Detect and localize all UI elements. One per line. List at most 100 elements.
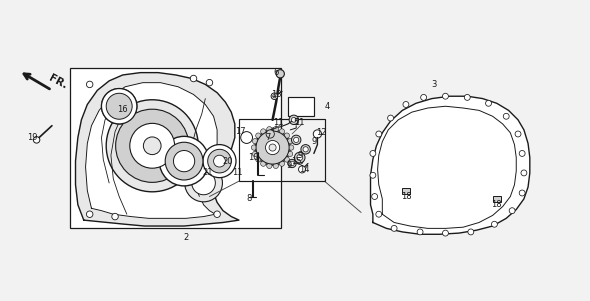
Circle shape (255, 133, 261, 138)
Text: 20: 20 (222, 157, 232, 166)
Text: 5: 5 (294, 118, 299, 127)
Circle shape (388, 115, 394, 121)
Circle shape (190, 75, 196, 82)
Circle shape (313, 130, 322, 138)
Circle shape (86, 81, 93, 88)
Circle shape (267, 163, 272, 169)
Text: 14: 14 (299, 165, 309, 174)
Circle shape (279, 129, 284, 134)
Circle shape (519, 150, 525, 157)
Text: 8: 8 (246, 194, 252, 203)
Circle shape (241, 132, 253, 143)
Circle shape (421, 95, 427, 100)
Circle shape (256, 131, 289, 164)
Circle shape (289, 115, 299, 125)
Circle shape (159, 136, 209, 186)
Circle shape (33, 137, 40, 143)
Circle shape (491, 221, 497, 227)
Text: 9: 9 (297, 151, 302, 160)
Circle shape (273, 163, 278, 169)
Circle shape (391, 225, 397, 231)
Circle shape (130, 123, 175, 168)
Circle shape (464, 95, 470, 100)
Circle shape (372, 194, 378, 200)
Text: 2: 2 (183, 233, 188, 242)
Circle shape (291, 117, 296, 122)
Circle shape (86, 211, 93, 217)
Circle shape (261, 161, 266, 166)
Circle shape (289, 145, 294, 150)
Bar (239, 119, 324, 181)
Circle shape (101, 88, 137, 124)
Circle shape (521, 170, 527, 176)
Text: 11: 11 (294, 118, 305, 127)
Circle shape (284, 157, 290, 162)
Circle shape (208, 149, 231, 173)
Text: 7: 7 (266, 133, 271, 142)
Circle shape (284, 133, 290, 138)
Bar (288, 98, 314, 116)
Circle shape (266, 141, 280, 155)
Circle shape (370, 150, 376, 157)
Text: 18: 18 (491, 200, 502, 209)
Circle shape (279, 161, 284, 166)
Circle shape (503, 113, 509, 119)
Text: 19: 19 (27, 133, 38, 142)
Circle shape (515, 131, 521, 137)
Circle shape (417, 229, 423, 235)
Text: 18: 18 (401, 192, 411, 201)
Text: 6: 6 (273, 68, 279, 77)
Text: 4: 4 (325, 102, 330, 111)
Circle shape (206, 79, 212, 86)
Circle shape (165, 142, 203, 180)
Circle shape (214, 211, 221, 217)
Text: 9: 9 (287, 161, 291, 170)
Circle shape (287, 138, 293, 144)
Circle shape (107, 95, 131, 118)
Circle shape (273, 127, 278, 132)
Circle shape (106, 100, 198, 192)
Text: 15: 15 (291, 157, 301, 166)
Circle shape (214, 155, 225, 167)
Circle shape (519, 190, 525, 196)
Circle shape (273, 95, 276, 98)
Circle shape (294, 152, 305, 163)
Circle shape (267, 127, 272, 132)
Circle shape (376, 131, 382, 137)
Text: 21: 21 (202, 169, 213, 177)
Circle shape (468, 229, 474, 235)
Circle shape (203, 144, 236, 178)
Bar (402, 188, 410, 194)
Text: 10: 10 (248, 153, 259, 162)
Circle shape (294, 137, 299, 142)
Text: 12: 12 (316, 128, 327, 137)
Circle shape (403, 101, 409, 107)
Circle shape (192, 171, 215, 195)
Circle shape (173, 150, 195, 172)
Text: 11: 11 (232, 169, 242, 177)
Circle shape (301, 144, 310, 154)
Circle shape (509, 208, 515, 214)
Circle shape (303, 147, 308, 152)
Circle shape (276, 70, 284, 78)
Text: 13: 13 (271, 90, 281, 99)
Polygon shape (76, 73, 239, 226)
Circle shape (255, 130, 290, 165)
Circle shape (376, 211, 382, 217)
Polygon shape (86, 83, 217, 218)
Text: 9: 9 (312, 137, 316, 146)
Circle shape (271, 93, 278, 99)
Circle shape (251, 145, 257, 150)
Circle shape (297, 158, 303, 164)
Bar (493, 196, 501, 202)
Circle shape (442, 230, 448, 236)
Circle shape (266, 130, 274, 138)
Circle shape (185, 164, 222, 202)
Circle shape (290, 161, 294, 166)
Circle shape (101, 88, 137, 124)
Circle shape (253, 138, 258, 144)
Circle shape (116, 109, 189, 182)
Circle shape (112, 213, 118, 220)
Circle shape (288, 159, 296, 168)
Circle shape (255, 157, 261, 162)
